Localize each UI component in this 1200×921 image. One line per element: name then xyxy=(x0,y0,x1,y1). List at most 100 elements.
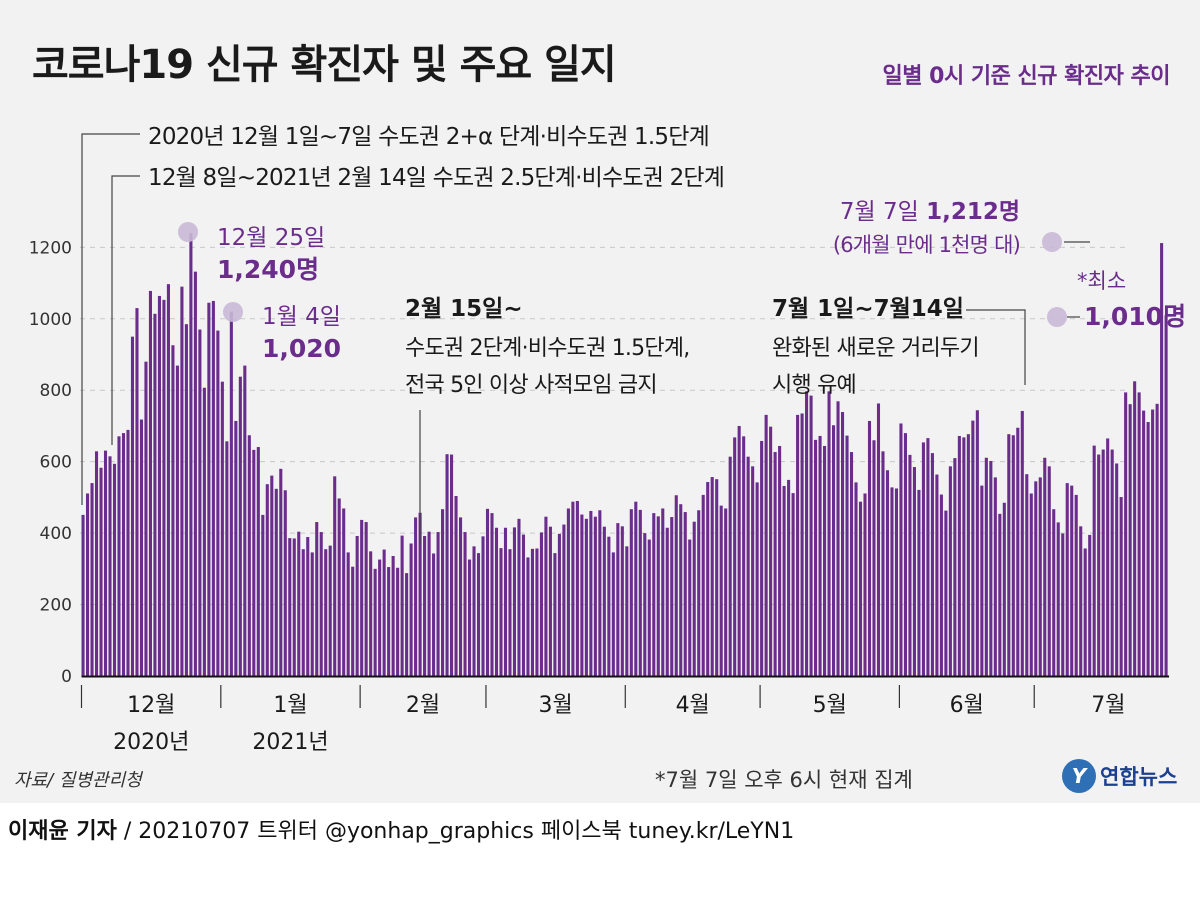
credit-line: 이재윤 기자 / 20210707 트위터 @yonhap_graphics 페… xyxy=(8,813,794,845)
bar xyxy=(310,552,314,676)
bar xyxy=(90,483,94,676)
bar xyxy=(171,345,175,676)
chart-subtitle: 일별 0시 기준 신규 확진자 추이 xyxy=(882,64,1171,89)
bar xyxy=(512,527,517,676)
bar xyxy=(580,514,584,676)
bar xyxy=(508,549,512,676)
bar xyxy=(364,522,368,676)
bar xyxy=(234,420,238,676)
bar xyxy=(108,456,112,676)
bar xyxy=(472,546,476,676)
bar xyxy=(832,425,836,676)
bar xyxy=(409,543,413,676)
bar xyxy=(553,553,557,676)
bar xyxy=(697,510,701,676)
bar xyxy=(1110,449,1114,676)
bar xyxy=(1101,449,1105,676)
bar xyxy=(715,479,719,676)
bar xyxy=(872,440,876,676)
bar xyxy=(391,555,395,676)
bar xyxy=(1047,466,1051,676)
annotation-lines xyxy=(81,133,1090,545)
bar xyxy=(328,545,332,676)
bar xyxy=(193,271,197,676)
bar xyxy=(989,460,993,676)
case-bar-chart: 12월 2020년 1월 2021년 2월 3월 4월 5월 6월 7월 0 200 400 600 80… xyxy=(29,124,1186,755)
x-month-label: 4월 xyxy=(676,693,710,718)
bar xyxy=(1133,381,1137,676)
bar xyxy=(539,532,543,676)
bar xyxy=(414,517,418,676)
bar xyxy=(292,538,296,676)
bar xyxy=(800,413,804,676)
bar xyxy=(99,467,103,676)
bar xyxy=(755,482,759,676)
bar xyxy=(548,526,552,676)
bar xyxy=(265,484,269,676)
bar xyxy=(1016,427,1020,676)
bar xyxy=(1061,533,1065,676)
bar xyxy=(679,504,683,676)
yonhap-logo-text: 연합뉴스 xyxy=(1100,765,1178,789)
bar xyxy=(454,495,458,676)
footnote: *7월 7일 오후 6시 현재 집계 xyxy=(655,768,913,792)
bar xyxy=(782,485,786,676)
bar xyxy=(346,552,350,676)
x-month-label: 6월 xyxy=(950,693,984,718)
bar xyxy=(279,468,283,676)
bar xyxy=(773,452,777,676)
bar xyxy=(441,509,445,676)
bar xyxy=(1038,477,1042,676)
bar xyxy=(517,518,521,676)
bar xyxy=(135,308,139,676)
bar xyxy=(710,477,714,676)
bar xyxy=(521,534,525,676)
bar xyxy=(796,414,800,676)
bar xyxy=(557,533,561,676)
bar xyxy=(463,532,467,676)
bar xyxy=(1034,481,1038,676)
bar xyxy=(467,559,472,676)
bar xyxy=(683,512,687,676)
x-month-label: 7월 xyxy=(1091,693,1125,718)
y-tick-label: 800 xyxy=(40,381,72,401)
bar xyxy=(229,311,233,676)
peak1-value: 1,240명 xyxy=(217,255,319,284)
bar xyxy=(634,501,638,676)
bar xyxy=(598,510,602,676)
bar xyxy=(211,300,215,676)
bar xyxy=(706,482,710,676)
bar xyxy=(966,434,970,676)
bar xyxy=(1043,457,1047,676)
bar xyxy=(611,552,615,676)
bar xyxy=(746,456,750,676)
bar-series xyxy=(81,233,1168,676)
bar xyxy=(499,548,503,676)
bar xyxy=(1106,438,1110,676)
bar xyxy=(139,419,144,676)
bar xyxy=(993,477,997,676)
latest-label-line1: 7월 7일 1,212명 xyxy=(840,199,1020,225)
bar xyxy=(957,435,961,676)
bar xyxy=(1097,454,1101,676)
bar xyxy=(1146,422,1150,676)
annotation-line xyxy=(111,175,140,445)
bar xyxy=(764,414,768,676)
bar xyxy=(459,517,463,676)
bar xyxy=(1074,494,1078,676)
bar xyxy=(405,573,409,676)
bar xyxy=(207,302,211,676)
bar xyxy=(840,412,845,676)
y-tick-label: 1200 xyxy=(29,238,72,258)
bar xyxy=(306,537,310,676)
bar xyxy=(975,410,979,676)
x-year-label: 2021년 xyxy=(252,730,328,755)
latest-marker xyxy=(1042,232,1062,252)
bar xyxy=(926,438,930,676)
bar xyxy=(1164,315,1168,676)
bar xyxy=(625,546,629,676)
bar xyxy=(427,531,431,676)
bar xyxy=(130,336,135,676)
bar xyxy=(827,391,831,676)
bar xyxy=(953,458,957,676)
